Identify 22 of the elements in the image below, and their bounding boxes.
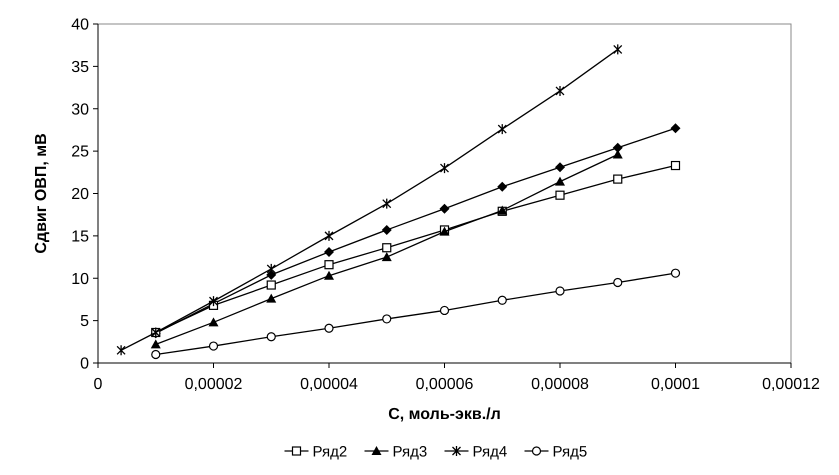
y-tick-label: 30 <box>71 101 90 118</box>
x-tick-label: 0,00008 <box>531 376 590 393</box>
y-tick-label: 5 <box>80 313 90 330</box>
y-tick-label: 15 <box>71 228 90 246</box>
legend-label: Ряд3 <box>392 443 428 460</box>
x-tick-label: 0,00012 <box>762 376 820 393</box>
x-tick-label: 0,0001 <box>651 376 700 393</box>
legend-label: Ряд5 <box>552 443 588 460</box>
legend-label: Ряд2 <box>312 443 348 460</box>
y-axis-title: Сдвиг ОВП, мВ <box>33 133 50 254</box>
x-tick-label: 0,00006 <box>416 376 474 393</box>
x-tick-label: 0 <box>94 376 103 393</box>
y-tick-label: 10 <box>71 270 90 288</box>
y-tick-label: 20 <box>71 186 90 204</box>
legend-label: Ряд4 <box>472 443 508 460</box>
y-tick-label: 25 <box>71 144 90 161</box>
y-tick-label: 40 <box>71 16 90 34</box>
x-tick-label: 0,00002 <box>184 376 243 393</box>
x-axis-title: C, моль-экв./л <box>388 406 501 423</box>
y-tick-label: 35 <box>71 58 90 76</box>
x-tick-label: 0,00004 <box>300 376 358 393</box>
y-tick-label: 0 <box>80 356 90 373</box>
